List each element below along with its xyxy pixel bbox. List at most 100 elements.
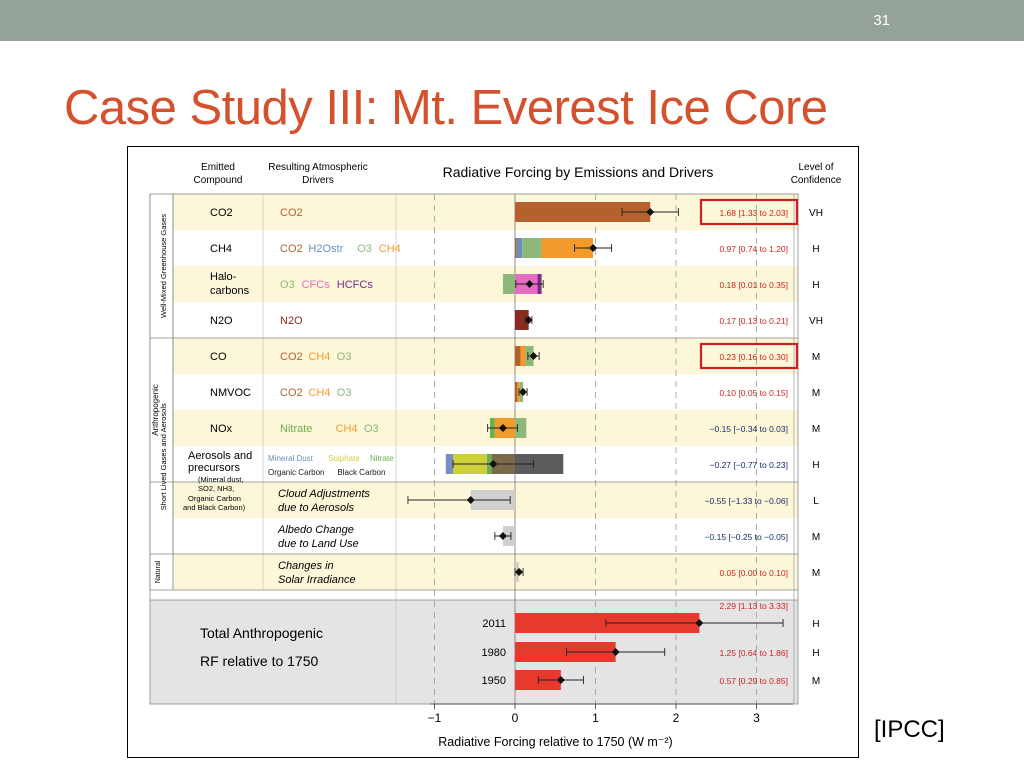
driver-label: Sulphate xyxy=(328,454,360,463)
value-marker xyxy=(466,496,475,504)
chart-title: Radiative Forcing by Emissions and Drive… xyxy=(443,164,714,180)
driver-label: O3 xyxy=(357,243,372,255)
slide-number: 31 xyxy=(873,12,890,29)
driver-label: CH4 xyxy=(308,351,330,363)
bar-segment xyxy=(516,238,523,258)
driver-label: Nitrate xyxy=(280,423,312,435)
row-background xyxy=(173,374,798,410)
x-tick-label: −1 xyxy=(428,711,442,725)
driver-label: CO2 xyxy=(280,387,303,399)
bar-segment xyxy=(520,346,526,366)
value-label: 1.25 [0.64 to 1.86] xyxy=(719,648,788,658)
confidence-level: VH xyxy=(809,316,823,327)
value-label: 2.29 [1.13 to 3.33] xyxy=(719,601,788,611)
emitted-compound-sub: (Mineral dust, xyxy=(198,475,243,484)
value-marker xyxy=(489,460,498,468)
driver-label: Black Carbon xyxy=(337,468,385,477)
driver-label: O3 xyxy=(337,351,352,363)
value-label: 0.18 [0.01 to 0.35] xyxy=(719,280,788,290)
bar-segment xyxy=(522,238,542,258)
total-year: 1980 xyxy=(482,647,506,659)
row-background xyxy=(173,302,798,338)
driver-label: Mineral Dust xyxy=(268,454,314,463)
radiative-forcing-chart: Emitted Compound Resulting Atmospheric Driv… xyxy=(149,162,842,749)
bar-segment xyxy=(541,238,594,258)
slide-title: Case Study III: Mt. Everest Ice Core xyxy=(64,81,828,135)
x-tick-label: 2 xyxy=(673,711,680,725)
confidence-level: H xyxy=(812,648,819,659)
top-bar: 31 xyxy=(0,0,1024,41)
driver-label: CH4 xyxy=(308,387,330,399)
driver-label: H2Ostr xyxy=(308,243,343,255)
emitted-compound: carbons xyxy=(210,285,250,297)
header-confidence-2: Confidence xyxy=(791,175,842,186)
total-year: 2011 xyxy=(482,618,506,630)
driver-label: Albedo Change xyxy=(277,524,354,536)
confidence-level: M xyxy=(812,424,820,435)
confidence-level: H xyxy=(812,460,819,471)
row-background xyxy=(173,266,798,302)
row-background xyxy=(173,410,798,446)
ipcc-figure: Emitted Compound Resulting Atmospheric Driv… xyxy=(127,146,859,758)
row-background xyxy=(173,554,798,590)
value-label: −0.55 [−1.33 to −0.06] xyxy=(705,496,788,506)
bar-segment xyxy=(502,274,515,294)
value-marker xyxy=(556,676,565,684)
emitted-compound: CO xyxy=(210,351,227,363)
value-label: 0.05 [0.00 to 0.10] xyxy=(719,568,788,578)
bar-segment xyxy=(515,382,518,402)
value-marker xyxy=(515,568,524,576)
emitted-compound-sub: SO2, NH3, xyxy=(198,484,234,493)
value-marker xyxy=(525,280,534,288)
confidence-level: VH xyxy=(809,208,823,219)
emitted-compound: CO2 xyxy=(210,207,233,219)
confidence-level: H xyxy=(812,280,819,291)
driver-label: CH4 xyxy=(379,243,401,255)
header-drivers-2: Drivers xyxy=(302,175,334,186)
value-marker xyxy=(589,244,598,252)
bar-segment xyxy=(515,418,527,438)
emitted-compound: CH4 xyxy=(210,243,232,255)
header-confidence: Level of xyxy=(798,162,833,173)
driver-label: Cloud Adjustments xyxy=(278,488,370,500)
value-marker xyxy=(646,208,655,216)
highlight-box xyxy=(699,342,799,370)
header-emitted: Emitted xyxy=(201,162,235,173)
value-marker xyxy=(498,532,507,540)
value-label: 0.97 [0.74 to 1.20] xyxy=(719,244,788,254)
emitted-compound: NMVOC xyxy=(210,387,251,399)
source-citation: [IPCC] xyxy=(874,716,945,743)
emitted-compound-sub: Organic Carbon xyxy=(188,494,241,503)
emitted-compound-sub: and Black Carbon) xyxy=(183,503,246,512)
value-marker xyxy=(529,352,538,360)
value-label: 0.57 [0.29 to 0.85] xyxy=(719,676,788,686)
row-background xyxy=(173,338,798,374)
group-label-wmghg: Well-Mixed Greenhouse Gases xyxy=(159,214,168,318)
row-background xyxy=(173,518,798,554)
total-year: 1950 xyxy=(482,675,506,687)
x-tick-label: 3 xyxy=(753,711,760,725)
bar-segment xyxy=(515,310,529,330)
value-marker xyxy=(524,316,533,324)
value-label: −0.15 [−0.34 to 0.03] xyxy=(710,424,788,434)
x-tick-label: 1 xyxy=(592,711,599,725)
confidence-level: M xyxy=(812,676,820,687)
confidence-level: H xyxy=(812,619,819,630)
driver-label: due to Land Use xyxy=(278,538,359,550)
row-background xyxy=(173,194,798,230)
header-drivers: Resulting Atmospheric xyxy=(268,162,368,173)
driver-label: Nitrate xyxy=(370,454,394,463)
emitted-compound: precursors xyxy=(188,462,240,474)
confidence-level: M xyxy=(812,352,820,363)
bar-segment xyxy=(515,202,651,222)
driver-label: O3 xyxy=(364,423,379,435)
value-label: 0.17 [0.13 to 0.21] xyxy=(719,316,788,326)
value-marker xyxy=(519,388,528,396)
highlight-box xyxy=(699,198,799,226)
value-label: −0.27 [−0.77 to 0.23] xyxy=(710,460,788,470)
total-label: Total Anthropogenic xyxy=(200,625,323,641)
driver-label: CO2 xyxy=(280,351,303,363)
value-label: 1.68 [1.33 to 2.03] xyxy=(719,208,788,218)
row-background xyxy=(173,230,798,266)
total-label: RF relative to 1750 xyxy=(200,653,318,669)
